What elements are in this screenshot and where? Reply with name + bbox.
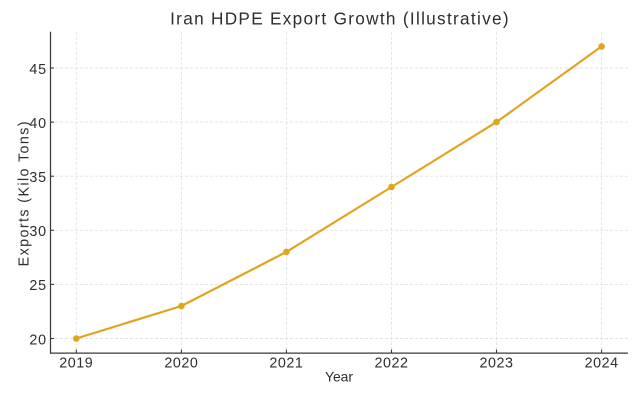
- svg-text:35: 35: [29, 170, 47, 186]
- svg-text:45: 45: [29, 62, 47, 78]
- svg-text:Year: Year: [325, 369, 353, 385]
- svg-text:2022: 2022: [374, 355, 408, 371]
- svg-text:2020: 2020: [164, 355, 198, 371]
- svg-text:40: 40: [29, 116, 47, 132]
- svg-text:Iran HDPE Export Growth (Illus: Iran HDPE Export Growth (Illustrative): [170, 9, 510, 29]
- svg-text:2021: 2021: [269, 355, 303, 371]
- svg-text:Exports (Kilo Tons): Exports (Kilo Tons): [17, 120, 33, 266]
- svg-text:2023: 2023: [479, 355, 513, 371]
- svg-text:20: 20: [29, 332, 47, 348]
- svg-text:25: 25: [29, 278, 47, 294]
- svg-text:2019: 2019: [59, 355, 93, 371]
- svg-text:2024: 2024: [585, 355, 619, 371]
- svg-text:30: 30: [29, 224, 47, 240]
